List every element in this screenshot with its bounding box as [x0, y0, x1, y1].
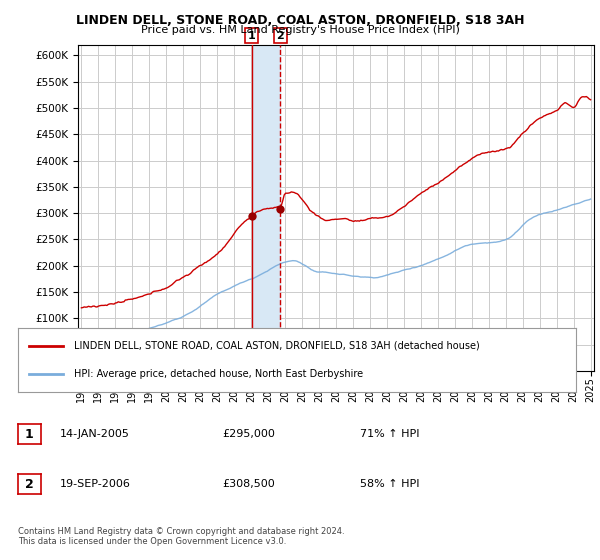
- Text: 58% ↑ HPI: 58% ↑ HPI: [360, 479, 419, 489]
- Bar: [252, 45, 280, 371]
- Text: Contains HM Land Registry data © Crown copyright and database right 2024.
This d: Contains HM Land Registry data © Crown c…: [18, 526, 344, 546]
- Text: LINDEN DELL, STONE ROAD, COAL ASTON, DRONFIELD, S18 3AH (detached house): LINDEN DELL, STONE ROAD, COAL ASTON, DRO…: [74, 340, 479, 351]
- Text: 1: 1: [248, 31, 256, 41]
- Text: 2: 2: [277, 31, 284, 41]
- Text: 14-JAN-2005: 14-JAN-2005: [60, 429, 130, 439]
- Text: LINDEN DELL, STONE ROAD, COAL ASTON, DRONFIELD, S18 3AH: LINDEN DELL, STONE ROAD, COAL ASTON, DRO…: [76, 14, 524, 27]
- Text: 1: 1: [25, 427, 34, 441]
- Text: £295,000: £295,000: [222, 429, 275, 439]
- Text: 2: 2: [25, 478, 34, 491]
- Text: 71% ↑ HPI: 71% ↑ HPI: [360, 429, 419, 439]
- Text: 19-SEP-2006: 19-SEP-2006: [60, 479, 131, 489]
- Text: £308,500: £308,500: [222, 479, 275, 489]
- Text: HPI: Average price, detached house, North East Derbyshire: HPI: Average price, detached house, Nort…: [74, 369, 363, 379]
- Text: Price paid vs. HM Land Registry's House Price Index (HPI): Price paid vs. HM Land Registry's House …: [140, 25, 460, 35]
